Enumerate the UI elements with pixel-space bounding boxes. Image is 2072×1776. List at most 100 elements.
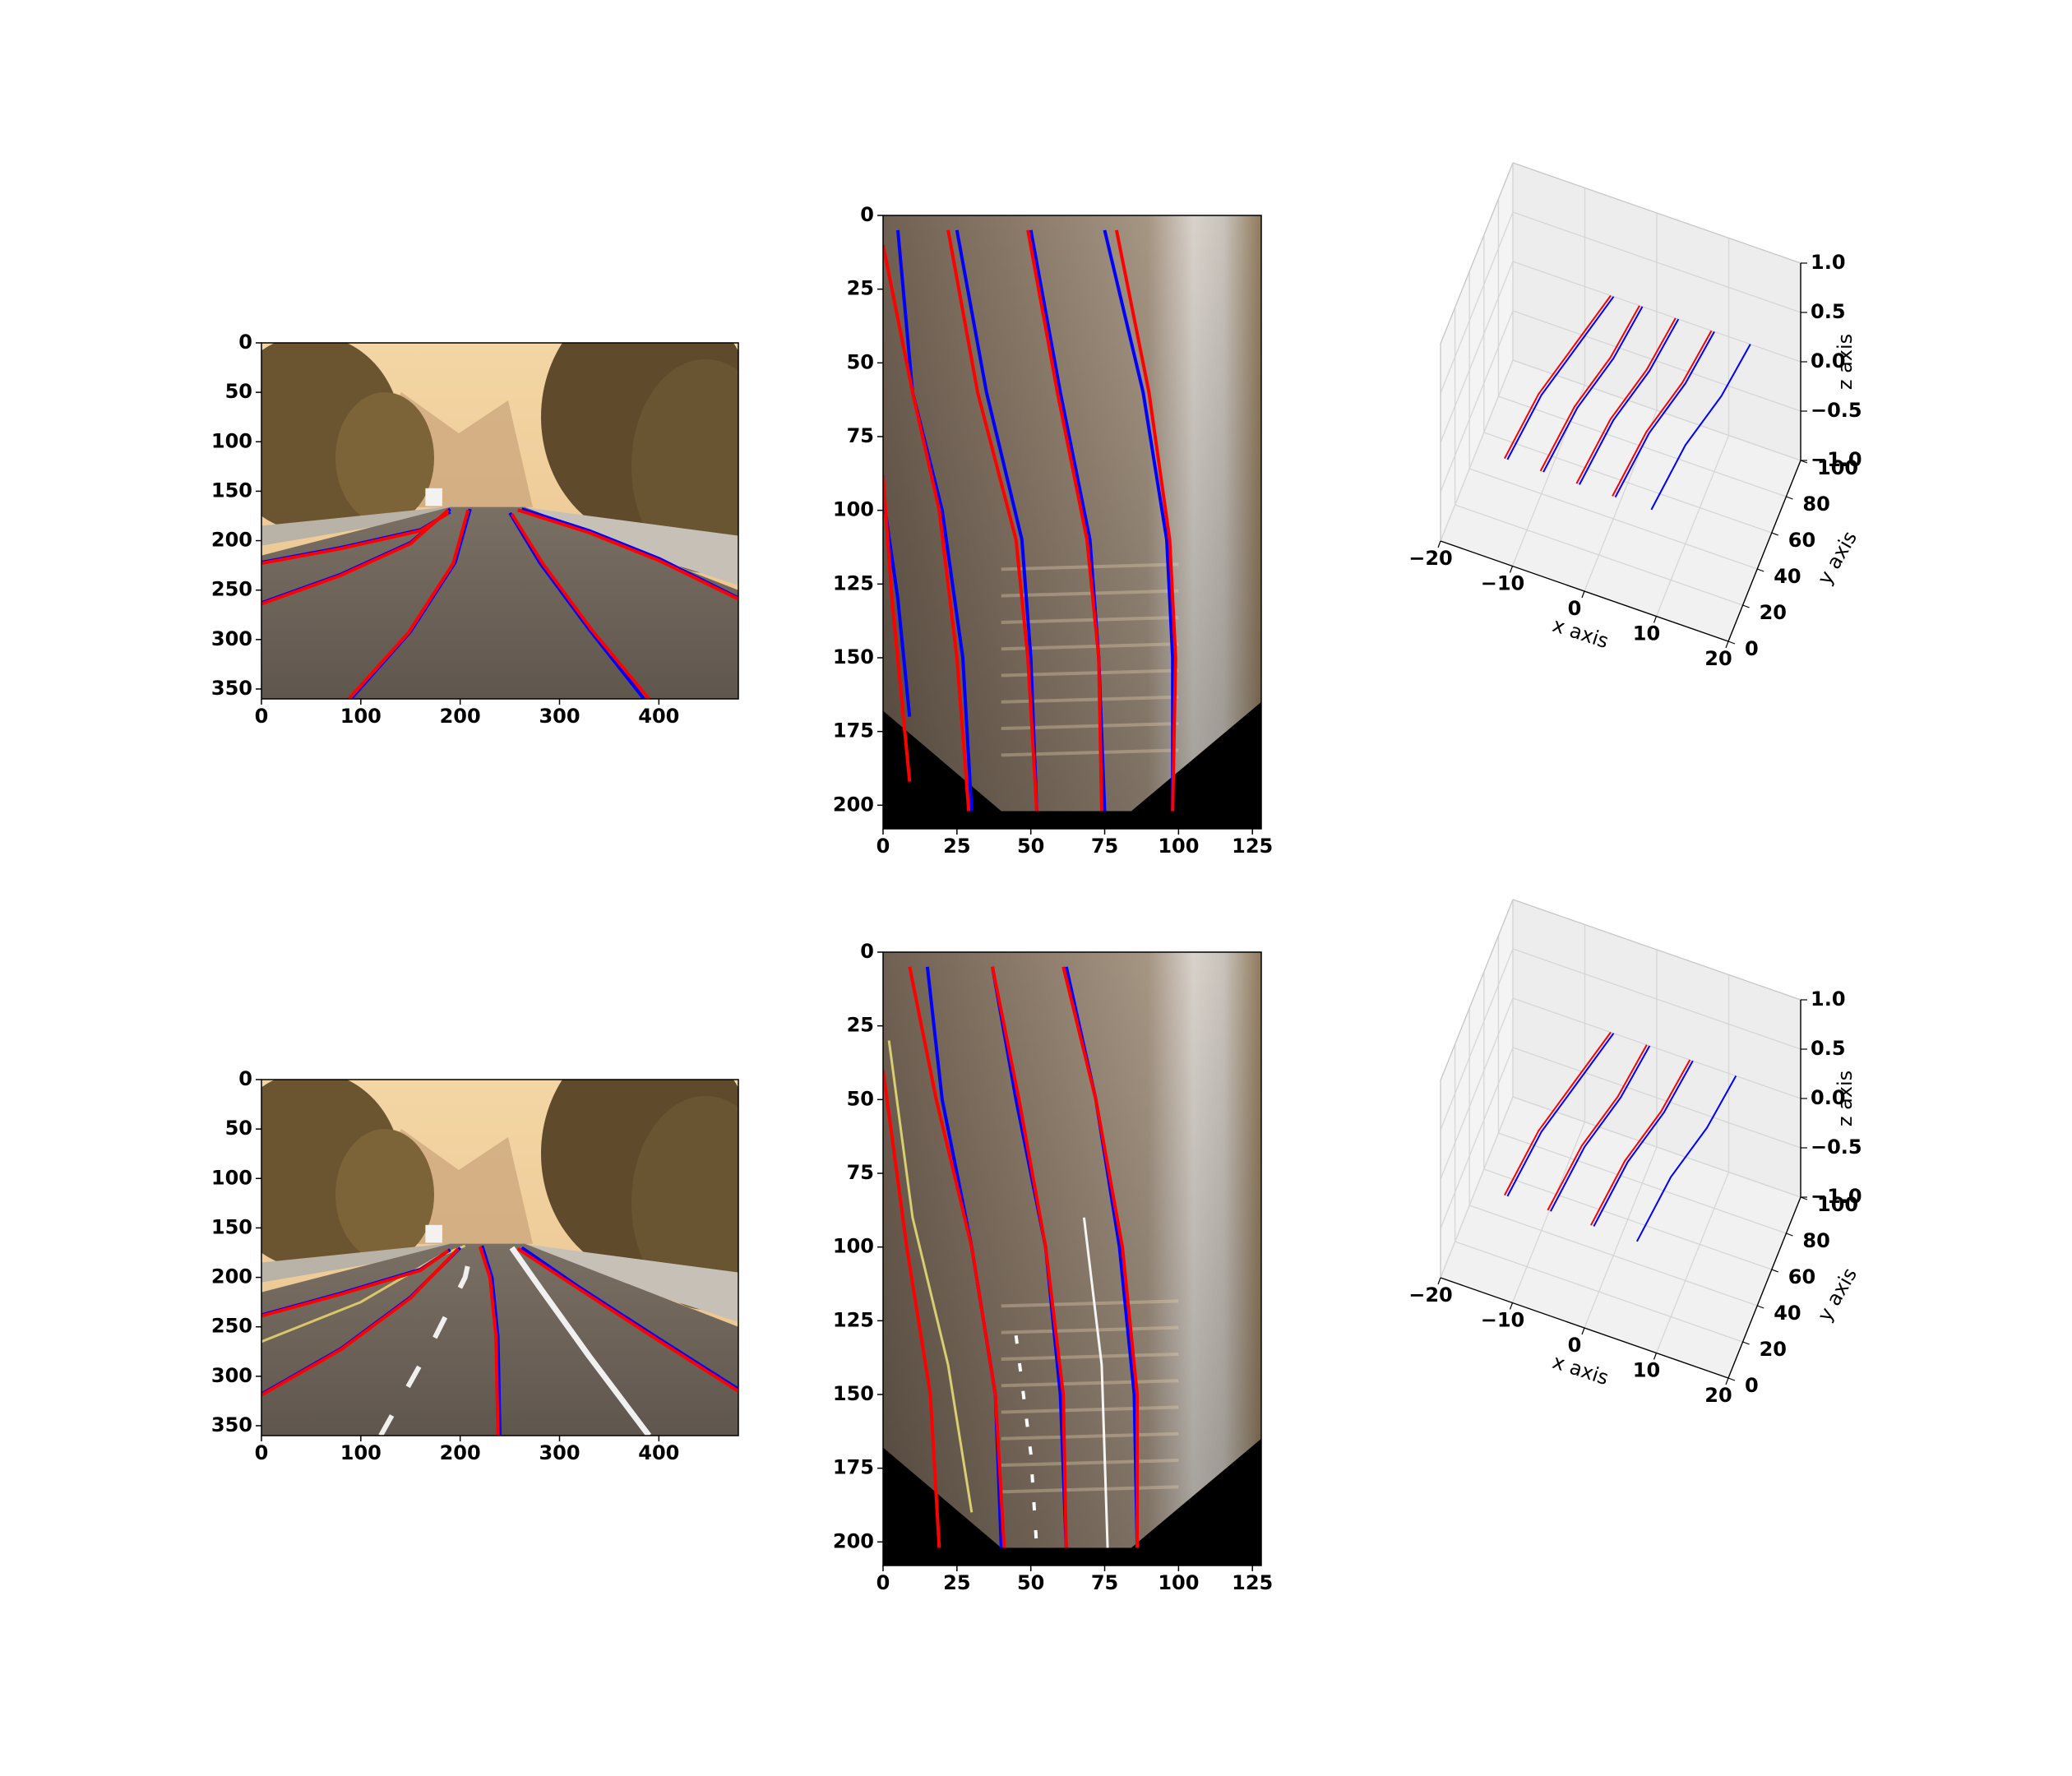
x-tick-label: 50 xyxy=(1017,835,1044,858)
y-tick-mark xyxy=(1727,1377,1736,1381)
y-tick-label: 0 xyxy=(860,203,874,226)
x-tick-label: 25 xyxy=(943,835,970,858)
x-tick-label: 0 xyxy=(876,1571,890,1594)
y-tick-label: 60 xyxy=(1788,529,1815,552)
bev-streak xyxy=(1001,1352,1179,1361)
y-tick-label: 50 xyxy=(225,1117,252,1140)
grid-z-side xyxy=(1440,359,1514,542)
y-tick-label: 80 xyxy=(1802,493,1829,516)
lane-line-1-0 xyxy=(883,244,971,812)
bev-streak xyxy=(1001,615,1179,624)
lane-line-1-3 xyxy=(1061,966,1140,1548)
y-tick-label: 0 xyxy=(238,331,252,354)
yellow-line xyxy=(887,1040,974,1513)
x-tick-label: −10 xyxy=(1481,572,1525,595)
y-tick-label: 250 xyxy=(211,1315,252,1338)
x-tick-label: 400 xyxy=(638,1441,679,1464)
x-tick-mark xyxy=(1509,566,1514,573)
grid-z-back xyxy=(1512,359,1801,461)
y-tick-label: 200 xyxy=(833,1529,874,1552)
y-axis-line xyxy=(1727,1196,1801,1379)
y-tick-label: 100 xyxy=(211,429,252,452)
grid-z-back xyxy=(1512,211,1801,313)
z-tick-label: 0.0 xyxy=(1811,1086,1846,1109)
grid-z-back xyxy=(1512,997,1801,1099)
trees-left-2 xyxy=(335,1129,434,1260)
grid-z-back xyxy=(1512,261,1801,363)
axes-frame xyxy=(882,951,1262,1566)
rail-left xyxy=(261,1242,456,1283)
y-tick-label: 40 xyxy=(1774,1302,1801,1325)
y-tick-label: 50 xyxy=(225,380,252,403)
trees-right-2 xyxy=(631,1096,738,1310)
truck xyxy=(425,1224,442,1243)
lane-3d-1-0 xyxy=(1504,1031,1612,1196)
lane-line-1-0 xyxy=(261,1249,450,1318)
grid-y-floor xyxy=(1468,468,1758,570)
x-tick-label: 125 xyxy=(1232,835,1273,858)
x-tick-label: 0 xyxy=(255,1441,269,1464)
lane-3d-0-3 xyxy=(1614,331,1715,498)
x-tick-label: 400 xyxy=(638,705,679,728)
bev-streak xyxy=(1001,1485,1179,1494)
y-tick-label: 125 xyxy=(833,571,874,594)
trees-left-2 xyxy=(335,392,434,524)
x-tick-label: 200 xyxy=(440,705,481,728)
grid-z-back xyxy=(1512,1047,1801,1149)
lane-line-1-3 xyxy=(516,1247,738,1393)
image-background xyxy=(261,1080,738,1436)
y-tick-mark xyxy=(1756,1305,1764,1309)
lane-line-1-1 xyxy=(261,1247,460,1397)
x-tick-label: 10 xyxy=(1633,1359,1660,1382)
x-tick-label: 50 xyxy=(1017,1571,1044,1594)
image-background xyxy=(883,952,1261,1566)
x-tick-label: 20 xyxy=(1704,1384,1732,1407)
lane-line-1-4 xyxy=(517,508,738,601)
bev-streak xyxy=(1001,748,1179,757)
x-tick-label: 300 xyxy=(539,705,580,728)
x-tick-label: 0 xyxy=(1568,597,1582,620)
y-tick-label: 100 xyxy=(833,498,874,521)
yellow-line xyxy=(261,1244,466,1344)
z-axis-label: z axis xyxy=(1834,1071,1857,1126)
lane-line-1-3 xyxy=(510,513,650,699)
bev-shade xyxy=(883,952,1261,1566)
z-tick-label: 0.5 xyxy=(1811,300,1846,323)
lane-line-1-1 xyxy=(261,508,450,606)
x-tick-label: 25 xyxy=(943,1571,970,1594)
z-tick-label: 1.0 xyxy=(1811,987,1846,1011)
lane-line-1-4 xyxy=(883,474,912,782)
grid-y-floor xyxy=(1468,1205,1758,1307)
y-tick-label: 25 xyxy=(847,277,874,300)
lane-3d-1-2 xyxy=(1590,1059,1691,1226)
x-tick-label: 100 xyxy=(340,705,382,728)
x-tick-mark xyxy=(1725,641,1729,649)
z-tick-label: −1.0 xyxy=(1811,448,1862,471)
y-tick-label: 150 xyxy=(211,1215,252,1238)
y-tick-label: 150 xyxy=(211,479,252,502)
y-tick-label: 125 xyxy=(833,1308,874,1331)
grid-y-floor xyxy=(1455,1241,1743,1343)
lane-line-0-0 xyxy=(896,229,974,812)
trees-right-2 xyxy=(631,359,738,573)
y-axis-label: y axis xyxy=(1813,1264,1862,1325)
bev-streak xyxy=(1001,589,1179,598)
y-tick-label: 250 xyxy=(211,578,252,601)
x-tick-label: 125 xyxy=(1232,1571,1273,1594)
y-tick-label: 200 xyxy=(211,529,252,552)
z-tick-label: 0.5 xyxy=(1811,1037,1846,1060)
grid-z-back xyxy=(1512,948,1801,1050)
grid-z-side xyxy=(1440,1096,1514,1279)
grid-y-floor xyxy=(1455,504,1743,606)
y-axis-line xyxy=(1727,460,1801,642)
chart-panel-3: 0 100 200 300 400 0 50 100 150 200 250 300 350 xyxy=(211,1067,739,1464)
bev-shade xyxy=(883,215,1261,829)
lane-line-0-3 xyxy=(520,1246,738,1391)
grid-z-side xyxy=(1440,948,1514,1131)
lane-line-0-3 xyxy=(1103,229,1175,812)
x-tick-label: 300 xyxy=(539,1441,580,1464)
x-tick-label: 100 xyxy=(340,1441,382,1464)
lane-line-1-3 xyxy=(1114,229,1177,812)
x-tick-label: −20 xyxy=(1408,547,1453,570)
axes-frame xyxy=(261,1079,739,1436)
